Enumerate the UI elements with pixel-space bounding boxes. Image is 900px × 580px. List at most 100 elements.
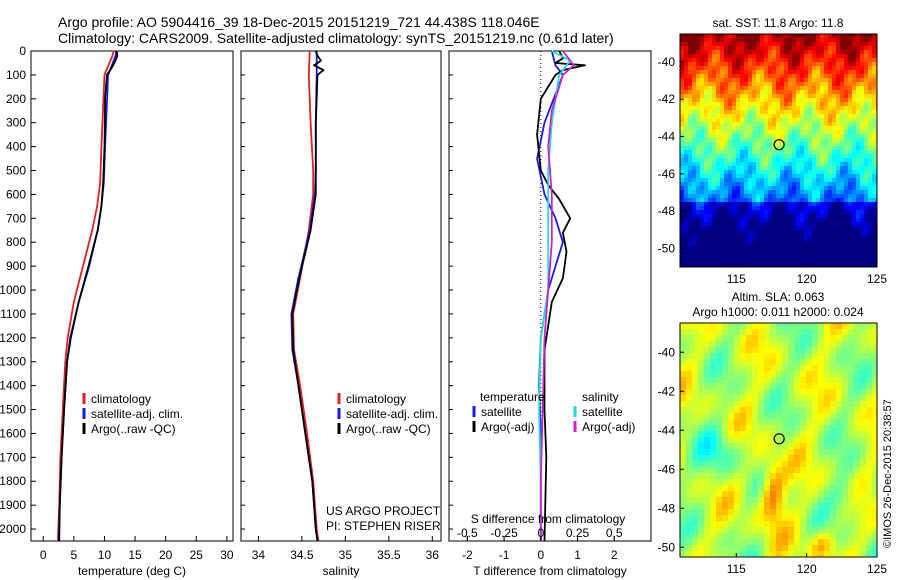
map-cell [708, 190, 713, 195]
map-cell [748, 78, 753, 83]
map-cell [840, 82, 845, 87]
map-cell [708, 218, 713, 223]
map-cell [824, 347, 831, 354]
map-cell [728, 98, 733, 103]
map-cell [760, 194, 765, 199]
map-cell [696, 150, 701, 155]
map-cell [868, 86, 873, 91]
map-cell [824, 455, 831, 462]
map-cell [780, 166, 785, 171]
map-cell [764, 186, 769, 191]
map-cell [764, 401, 771, 408]
map-cell [744, 82, 749, 87]
map-cell [864, 86, 869, 91]
map-cell [764, 545, 771, 552]
map-cell [848, 174, 853, 179]
legend-label: satellite-adj. clim. [346, 407, 438, 421]
map-cell [776, 114, 781, 119]
map-cell [812, 413, 819, 420]
map-cell [788, 126, 793, 131]
map-cell [794, 461, 801, 468]
map-cell [856, 46, 861, 51]
map-cell [698, 377, 705, 384]
map-cell [840, 218, 845, 223]
map-cell [832, 138, 837, 143]
map-cell [768, 254, 773, 259]
map-cell [708, 122, 713, 127]
map-cell [764, 389, 771, 396]
map-cell [836, 545, 843, 552]
map-cell [868, 70, 873, 75]
map-cell [722, 521, 729, 528]
map-cell [868, 182, 873, 187]
map-cell [872, 479, 878, 486]
map-cell [720, 190, 725, 195]
map-cell [780, 186, 785, 191]
map-cell [830, 365, 837, 372]
map-cell [752, 389, 759, 396]
map-cell [732, 142, 737, 147]
map-cell [804, 38, 809, 43]
map-cell [748, 54, 753, 59]
map-cell [824, 521, 831, 528]
map-cell [788, 46, 793, 51]
map-cell [710, 485, 717, 492]
map-cell [698, 455, 705, 462]
map-cell [806, 461, 813, 468]
map-cell [764, 54, 769, 59]
map-cell [844, 226, 849, 231]
map-cell [872, 226, 877, 231]
map-cell [728, 198, 733, 203]
map-cell [770, 461, 777, 468]
map-cell [756, 150, 761, 155]
map-cell [746, 431, 753, 438]
map-cell [734, 527, 741, 534]
map-cell [832, 246, 837, 251]
map-cell [680, 551, 687, 558]
map-cell [836, 371, 843, 378]
map-cell [746, 359, 753, 366]
map-cell [722, 551, 729, 558]
map-cell [868, 174, 873, 179]
map-cell [724, 134, 729, 139]
map-cell [704, 126, 709, 131]
map-cell [840, 86, 845, 91]
map-cell [782, 425, 789, 432]
map-cell [820, 190, 825, 195]
map-cell [724, 114, 729, 119]
map-cell [764, 449, 771, 456]
map-cell [688, 114, 693, 119]
map-cell [800, 443, 807, 450]
map-cell [758, 413, 765, 420]
map-cell [758, 539, 765, 546]
map-cell [758, 533, 765, 540]
map-cell [680, 449, 687, 456]
map-cell [852, 122, 857, 127]
map-cell [812, 82, 817, 87]
map-cell [796, 122, 801, 127]
map-cell [760, 154, 765, 159]
map-cell [732, 166, 737, 171]
map-cell [764, 142, 769, 147]
map-cell [688, 70, 693, 75]
map-cell [836, 218, 841, 223]
map-cell [764, 407, 771, 414]
map-cell [836, 365, 843, 372]
map-cell [728, 106, 733, 111]
map-cell [688, 62, 693, 67]
map-cell [840, 230, 845, 235]
map-cell [692, 130, 697, 135]
map-cell [752, 407, 759, 414]
map-cell [764, 341, 771, 348]
map-cell [860, 66, 865, 71]
map-cell [860, 431, 867, 438]
map-cell [688, 110, 693, 115]
map-cell [864, 54, 869, 59]
map-cell [736, 146, 741, 151]
map-cell [768, 50, 773, 55]
map-cell [736, 98, 741, 103]
map-cell [836, 527, 843, 534]
map-cell [832, 102, 837, 107]
map-cell [828, 74, 833, 79]
map-cell [708, 134, 713, 139]
